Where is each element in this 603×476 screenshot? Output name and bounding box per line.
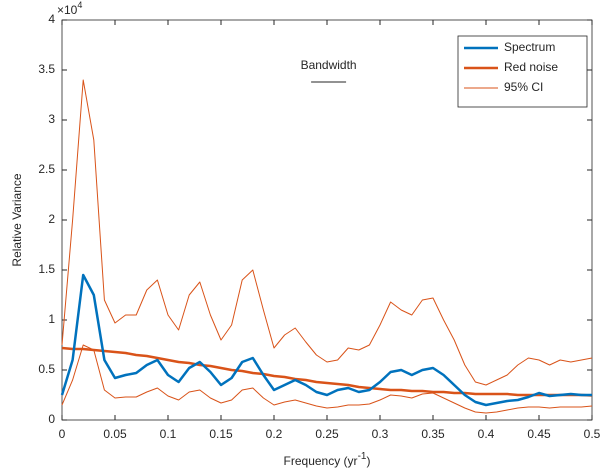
x-tick-label: 0.2	[266, 427, 283, 441]
y-axis-label: Relative Variance	[10, 173, 24, 266]
bandwidth-label: Bandwidth	[301, 58, 357, 72]
x-axis-label: Frequency (yr-1)	[284, 451, 371, 469]
x-tick-label: 0.45	[527, 427, 551, 441]
x-tick-label: 0.35	[421, 427, 445, 441]
x-tick-label: 0.15	[209, 427, 233, 441]
x-tick-label: 0.3	[372, 427, 389, 441]
series-line	[61, 79, 593, 386]
legend-label: 95% CI	[504, 80, 543, 94]
x-tick-label: 0.4	[478, 427, 495, 441]
y-exponent-power: 4	[77, 0, 82, 10]
y-tick-label: 0	[48, 412, 55, 426]
x-tick-label: 0.05	[103, 427, 127, 441]
series-line	[61, 344, 593, 414]
y-exponent: ×104	[57, 0, 82, 17]
x-axis-label-text: )	[366, 454, 370, 468]
y-tick-label: 2	[48, 212, 55, 226]
legend-label: Spectrum	[504, 40, 555, 54]
x-tick-label: 0.5	[584, 427, 601, 441]
y-tick-label: 4	[48, 12, 55, 26]
series-line	[60, 273, 592, 407]
y-tick-label: 3	[48, 112, 55, 126]
x-tick-label: 0.1	[160, 427, 177, 441]
x-axis-label-text: Frequency (yr	[284, 454, 358, 468]
x-tick-label: 0	[59, 427, 66, 441]
y-tick-label: 2.5	[38, 162, 55, 176]
y-exponent-base: ×10	[57, 3, 78, 17]
x-axis-label-sup: -1	[358, 451, 367, 462]
y-tick-label: 1.5	[38, 262, 55, 276]
series-line	[61, 346, 593, 397]
y-tick-label: 3.5	[38, 62, 55, 76]
y-tick-label: 0.5	[38, 362, 55, 376]
y-tick-label: 1	[48, 312, 55, 326]
legend-label: Red noise	[504, 60, 558, 74]
x-tick-label: 0.25	[315, 427, 339, 441]
